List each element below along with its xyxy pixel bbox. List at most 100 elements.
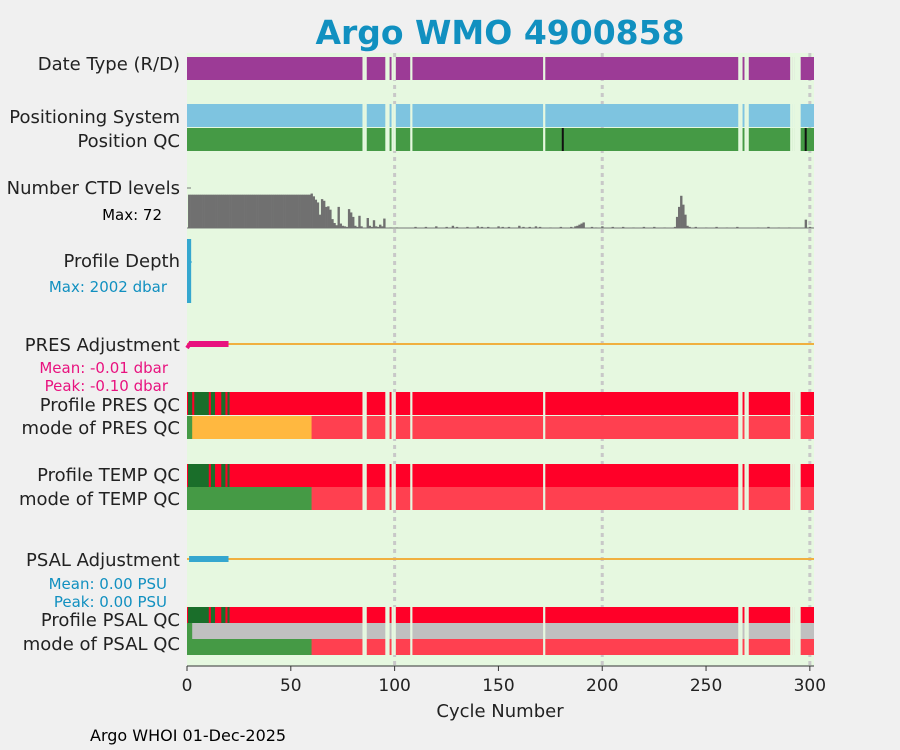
ctd-bar-cycle-175	[549, 227, 552, 228]
missing-cycle-gap-100	[393, 392, 396, 439]
missing-cycle-gap-269	[744, 607, 747, 655]
ctd-bar-cycle-238	[680, 195, 683, 228]
position-qc-bad-mark	[561, 128, 564, 151]
missing-cycle-gap-96	[385, 464, 388, 510]
ctd-bar-cycle-298	[804, 219, 808, 228]
ctd-bar-cycle-82	[356, 226, 359, 228]
ctd-bar-cycle-5	[196, 194, 199, 228]
missing-cycle-gap-295	[798, 392, 801, 439]
x-tick-label-50: 50	[280, 676, 302, 696]
missing-cycle-gap-97	[387, 104, 390, 151]
ctd-bar-cycle-63	[316, 202, 320, 228]
ctd-bar-cycle-200	[601, 226, 604, 228]
missing-cycle-gap-97	[387, 392, 390, 439]
x-tick-label-150: 150	[482, 676, 514, 696]
profile-temp-qc-good-segment	[210, 464, 216, 487]
ctd-bar-cycle-54	[298, 194, 301, 228]
profile-psal-qc-bad-band	[187, 607, 814, 623]
ctd-bar-cycle-44	[277, 194, 280, 228]
ctd-bar-cycle-242	[688, 226, 691, 228]
missing-cycle-gap-267	[740, 104, 743, 151]
ctd-bar-cycle-56	[302, 194, 305, 228]
missing-cycle-gap-85	[362, 607, 365, 655]
ctd-bar-cycle-240	[684, 214, 687, 228]
ctd-bar-cycle-81	[354, 225, 357, 228]
profile-pres-qc-good-segment	[221, 392, 226, 415]
date-type-band	[187, 57, 814, 80]
ctd-bar-cycle-115	[424, 226, 428, 228]
profile-pres-qc-bad-band	[187, 392, 814, 415]
row-label-profile-psal-qc: Profile PSAL QC	[41, 610, 180, 631]
row-label-profile-pres-qc: Profile PRES QC	[40, 395, 180, 416]
ctd-bar-cycle-197	[594, 227, 598, 228]
profile-pres-qc-good-segment	[194, 392, 209, 415]
ctd-bar-cycle-58	[306, 194, 309, 228]
missing-cycle-gap-266	[738, 607, 741, 655]
missing-cycle-gap-100	[393, 57, 396, 80]
ctd-bar-cycle-33	[254, 194, 257, 228]
ctd-bar-cycle-187	[574, 226, 577, 228]
missing-cycle-gap-108	[410, 392, 413, 439]
ctd-bar-cycle-43	[275, 194, 278, 228]
ctd-bar-cycle-46	[281, 194, 284, 228]
ctd-bar-cycle-36	[260, 194, 264, 228]
ctd-bar-cycle-152	[501, 226, 504, 228]
ctd-bar-cycle-191	[582, 222, 585, 228]
ctd-bar-cycle-290	[788, 227, 791, 228]
row-label-profile-depth: Profile Depth	[63, 251, 180, 272]
ctd-bar-cycle-250	[705, 227, 708, 228]
profile-pres-qc-good-segment	[227, 392, 230, 415]
missing-cycle-gap-86	[364, 464, 367, 510]
ctd-bar-cycle-170	[538, 226, 542, 228]
ctd-bar-cycle-230	[663, 227, 666, 228]
ctd-bar-cycle-47	[283, 194, 286, 228]
ctd-bar-cycle-57	[304, 194, 307, 228]
ctd-bar-cycle-237	[678, 206, 681, 228]
ctd-bar-cycle-7	[200, 194, 203, 228]
ctd-bar-cycle-39	[266, 194, 270, 228]
missing-cycle-gap-291	[790, 104, 793, 151]
x-tick-label-100: 100	[378, 676, 410, 696]
ctd-bar-cycle-280	[767, 226, 770, 228]
ctd-bar-cycle-160	[518, 225, 521, 228]
missing-cycle-gap-85	[362, 57, 365, 80]
ctd-bar-cycle-84	[360, 226, 363, 228]
ctd-bar-cycle-130	[455, 226, 459, 228]
mode-psal-qc-good-band	[187, 639, 312, 655]
ctd-bar-cycle-52	[293, 194, 297, 228]
missing-cycle-gap-293	[794, 464, 797, 510]
missing-cycle-gap-108	[410, 464, 413, 510]
ctd-bar-cycle-1	[188, 194, 191, 228]
row-label-profile-temp-qc: Profile TEMP QC	[37, 465, 180, 486]
missing-cycle-gap-99	[391, 104, 394, 151]
row-label-date-type: Date Type (R/D)	[38, 54, 180, 75]
ctd-bar-cycle-205	[611, 226, 614, 228]
ctd-bar-cycle-73	[337, 206, 340, 228]
ctd-bar-cycle-188	[576, 225, 579, 228]
ctd-bar-cycle-28	[244, 194, 247, 228]
missing-cycle-gap-292	[792, 607, 795, 655]
ctd-bar-cycle-88	[368, 225, 372, 228]
missing-cycle-gap-96	[385, 607, 388, 655]
ctd-bar-cycle-4	[194, 194, 197, 228]
missing-cycle-gap-99	[391, 392, 394, 439]
missing-cycle-gap-295	[798, 607, 801, 655]
ctd-bar-cycle-23	[233, 194, 237, 228]
ctd-bar-cycle-27	[242, 194, 245, 228]
ctd-bar-cycle-69	[329, 209, 332, 228]
missing-cycle-gap-97	[387, 57, 390, 80]
ctd-bar-cycle-95	[383, 218, 386, 228]
mode-pres-qc-good-band	[187, 416, 193, 439]
ctd-bar-cycle-38	[264, 194, 268, 228]
grid-lines	[393, 53, 812, 666]
missing-cycle-gap-294	[796, 104, 799, 151]
ctd-bar-cycle-94	[381, 226, 384, 228]
ctd-bar-cycle-26	[239, 194, 243, 228]
position-qc-band	[187, 128, 814, 151]
psal-peak-label: Peak: 0.00 PSU	[54, 593, 167, 611]
missing-cycle-gap-293	[794, 392, 797, 439]
ctd-bar-cycle-90	[372, 220, 376, 228]
profile-temp-qc-good-segment	[227, 464, 230, 487]
ctd-bar-cycle-42	[273, 194, 276, 228]
ctd-bar-cycle-51	[291, 194, 295, 228]
